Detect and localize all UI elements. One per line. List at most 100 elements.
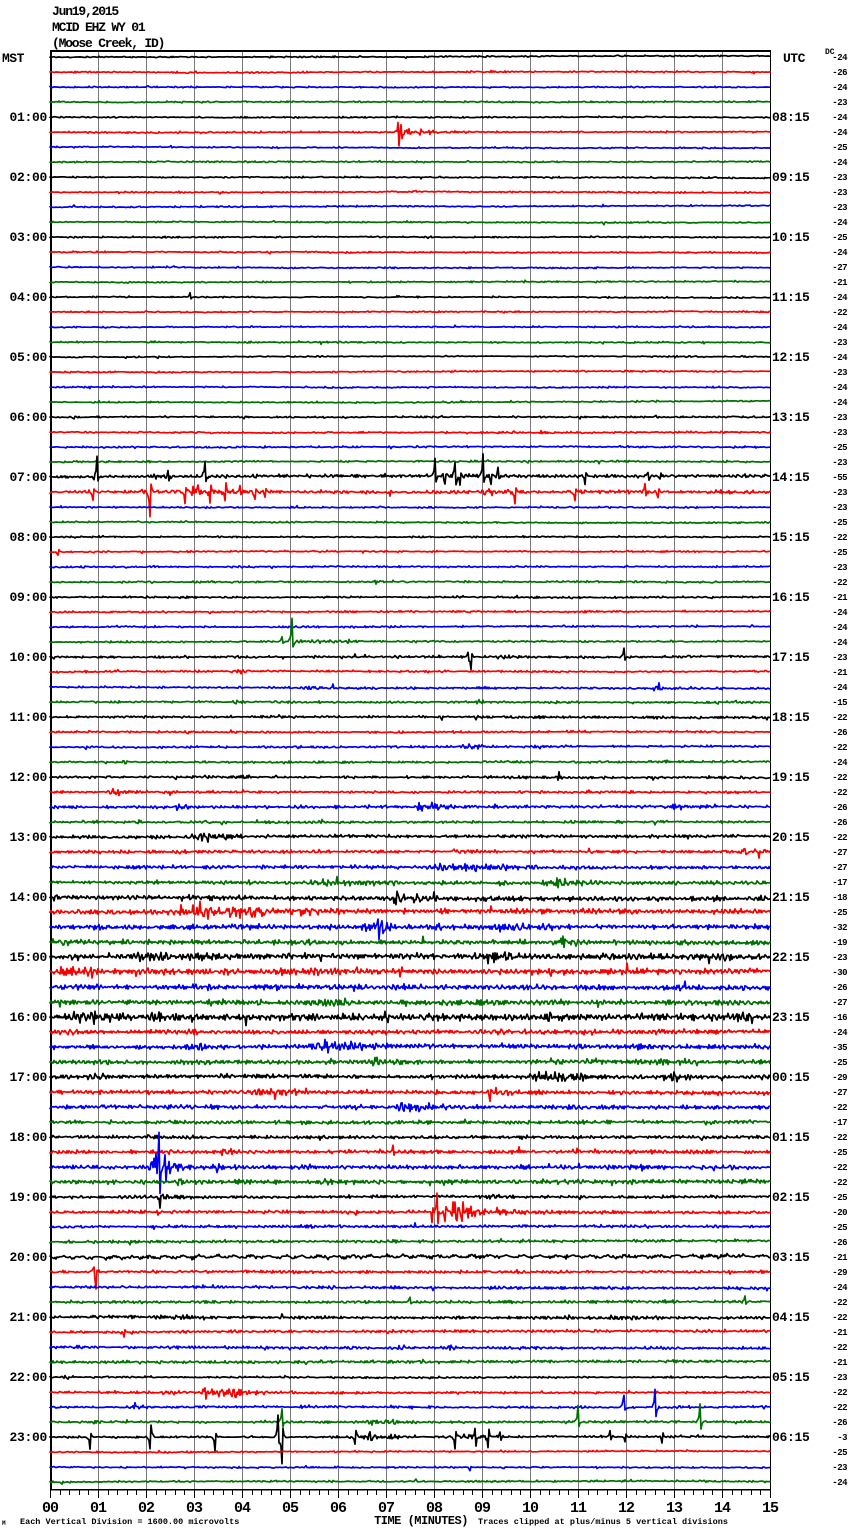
svg-text:-20: -20 [832,1208,847,1218]
svg-text:16:00: 16:00 [9,1010,47,1025]
svg-text:14:15: 14:15 [772,470,810,485]
svg-text:MST: MST [2,51,25,66]
svg-text:22:00: 22:00 [9,1370,47,1385]
svg-text:-25: -25 [832,143,847,153]
svg-text:-24: -24 [832,158,848,168]
svg-text:06: 06 [330,1500,347,1517]
svg-text:08:00: 08:00 [9,530,47,545]
svg-text:-22: -22 [832,1313,847,1323]
svg-text:06:00: 06:00 [9,410,47,425]
svg-text:00:15: 00:15 [772,1070,810,1085]
svg-text:03: 03 [186,1500,203,1517]
svg-text:(Moose Creek, ID): (Moose Creek, ID) [52,36,164,51]
svg-text:-24: -24 [832,113,848,123]
svg-text:-25: -25 [832,518,847,528]
svg-text:-24: -24 [832,608,848,618]
svg-text:23:15: 23:15 [772,1010,810,1025]
svg-text:-22: -22 [832,1178,847,1188]
svg-text:-21: -21 [832,593,848,603]
svg-text:-25: -25 [832,1058,847,1068]
svg-text:08: 08 [426,1500,443,1517]
svg-text:10:00: 10:00 [9,650,47,665]
svg-text:04:00: 04:00 [9,290,47,305]
svg-text:22:15: 22:15 [772,950,810,965]
svg-text:-21: -21 [832,1253,848,1263]
svg-text:13:00: 13:00 [9,830,47,845]
svg-text:13:15: 13:15 [772,410,810,425]
svg-text:-29: -29 [832,1073,847,1083]
svg-text:01: 01 [90,1500,107,1517]
svg-text:-23: -23 [832,203,847,213]
svg-text:-23: -23 [832,1373,847,1383]
svg-text:17:15: 17:15 [772,650,810,665]
svg-text:-23: -23 [832,458,847,468]
svg-text:-24: -24 [832,218,848,228]
svg-text:-29: -29 [832,1268,847,1278]
svg-text:-15: -15 [832,698,847,708]
svg-text:21:00: 21:00 [9,1310,47,1325]
svg-text:03:15: 03:15 [772,1250,810,1265]
svg-text:21:15: 21:15 [772,890,810,905]
svg-text:-27: -27 [832,863,847,873]
svg-text:-24: -24 [832,398,848,408]
svg-text:-19: -19 [832,938,847,948]
svg-text:-23: -23 [832,488,847,498]
svg-text:03:00: 03:00 [9,230,47,245]
svg-text:-24: -24 [832,1028,848,1038]
svg-text:14:00: 14:00 [9,890,47,905]
svg-text:13: 13 [666,1500,683,1517]
svg-text:-27: -27 [832,848,847,858]
svg-text:-24: -24 [832,248,848,258]
svg-text:-22: -22 [832,1343,847,1353]
svg-text:-22: -22 [832,1133,847,1143]
svg-text:-35: -35 [832,1043,847,1053]
svg-text:-25: -25 [832,443,847,453]
svg-text:17:00: 17:00 [9,1070,47,1085]
svg-text:-25: -25 [832,1223,847,1233]
svg-text:-21: -21 [832,278,848,288]
svg-text:-24: -24 [832,83,848,93]
svg-text:-24: -24 [832,353,848,363]
svg-text:-32: -32 [832,923,847,933]
svg-text:01:15: 01:15 [772,1130,810,1145]
svg-text:-23: -23 [832,563,847,573]
svg-text:10: 10 [522,1500,539,1517]
svg-text:-24: -24 [832,293,848,303]
svg-text:-27: -27 [832,998,847,1008]
svg-text:-24: -24 [832,623,848,633]
svg-text:12: 12 [618,1500,635,1517]
svg-text:-24: -24 [832,638,848,648]
svg-text:09: 09 [474,1500,491,1517]
svg-text:-22: -22 [832,773,847,783]
svg-text:-27: -27 [832,263,847,273]
svg-text:-21: -21 [832,1328,848,1338]
svg-text:-18: -18 [832,893,847,903]
svg-text:12:00: 12:00 [9,770,47,785]
svg-text:09:00: 09:00 [9,590,47,605]
svg-text:-22: -22 [832,788,847,798]
svg-text:-26: -26 [832,1418,847,1428]
svg-text:-21: -21 [832,668,848,678]
svg-text:-24: -24 [832,758,848,768]
svg-text:-26: -26 [832,728,847,738]
svg-text:-23: -23 [832,173,847,183]
svg-text:Each Vertical Division = 1600.: Each Vertical Division = 1600.00 microvo… [20,1517,239,1527]
svg-text:-22: -22 [832,833,847,843]
svg-text:-22: -22 [832,1103,847,1113]
svg-text:-23: -23 [832,368,847,378]
svg-text:-26: -26 [832,68,847,78]
svg-text:-23: -23 [832,653,847,663]
svg-text:06:15: 06:15 [772,1430,810,1445]
svg-text:MCID EHZ WY 01: MCID EHZ WY 01 [52,20,146,35]
svg-text:-23: -23 [832,953,847,963]
svg-text:-24: -24 [832,128,848,138]
svg-text:15:15: 15:15 [772,530,810,545]
svg-text:11:15: 11:15 [772,290,810,305]
svg-text:-25: -25 [832,1148,847,1158]
svg-text:-22: -22 [832,533,847,543]
svg-text:-23: -23 [832,338,847,348]
svg-text:-26: -26 [832,818,847,828]
svg-text:20:15: 20:15 [772,830,810,845]
svg-text:-22: -22 [832,1298,847,1308]
svg-text:04:15: 04:15 [772,1310,810,1325]
